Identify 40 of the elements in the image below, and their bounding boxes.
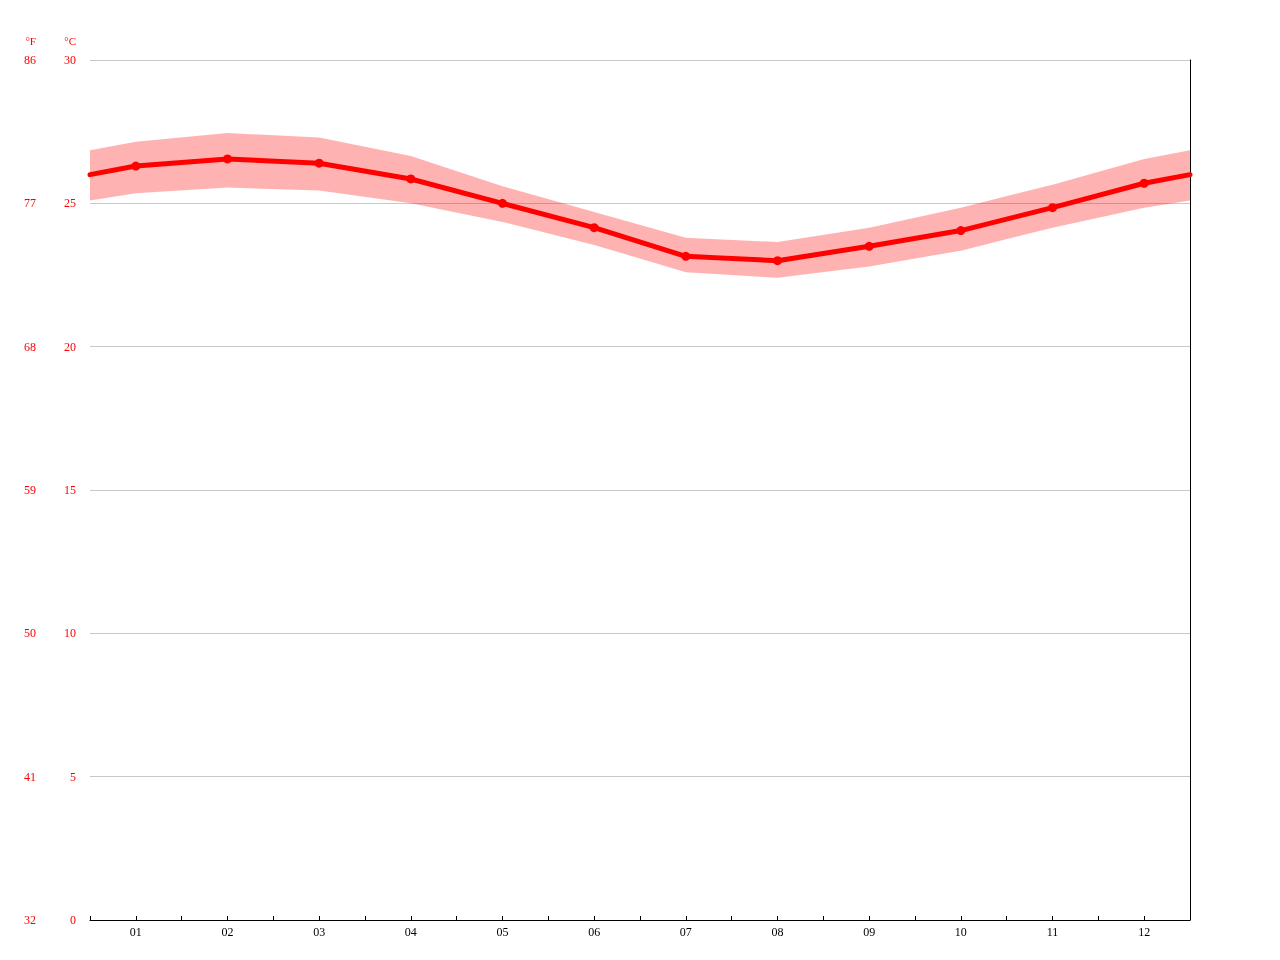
y2-tick-label: 77: [24, 196, 36, 211]
x-tick-label: 05: [496, 925, 509, 939]
y2-tick-label: 68: [24, 339, 36, 354]
x-tick-label: 09: [863, 925, 876, 939]
y2-tick-label: 50: [24, 626, 36, 641]
point: [589, 223, 599, 233]
point: [681, 251, 691, 261]
y-tick-label: 0: [70, 913, 76, 927]
point: [223, 154, 232, 164]
x-tick-label: 02: [221, 925, 234, 939]
point: [1139, 178, 1149, 188]
y-tick-label: 5: [70, 769, 76, 784]
y-tick-label: 25: [64, 196, 76, 211]
y2-axis-title: °F: [25, 34, 36, 47]
y-tick-label: 20: [64, 339, 76, 354]
y2-tick-label: 32: [24, 913, 36, 927]
y2-tick-label: 86: [24, 53, 36, 67]
point: [498, 198, 507, 208]
y2-tick-label: 59: [24, 483, 36, 497]
x-tick-label: 06: [588, 925, 601, 939]
y-tick-label: 15: [64, 483, 76, 497]
point: [131, 161, 141, 171]
x-tick-label: 08: [771, 925, 784, 939]
x-tick-label: 04: [404, 925, 417, 939]
x-tick-label: 03: [313, 925, 326, 939]
y-tick-label: 30: [64, 53, 76, 67]
x-tick-label: 01: [129, 925, 142, 939]
y2-tick-label: 41: [24, 769, 36, 784]
x-tick-label: 10: [954, 925, 967, 939]
point: [1048, 203, 1057, 213]
point: [956, 226, 966, 236]
x-tick-label: 07: [679, 925, 692, 939]
point: [314, 158, 324, 168]
point: [864, 241, 874, 251]
point: [773, 256, 782, 266]
x-tick-label: 12: [1138, 925, 1151, 939]
x-tick-label: 11: [1046, 925, 1059, 939]
y-tick-label: 10: [64, 626, 76, 641]
y-axis-title: °C: [64, 34, 76, 47]
point: [406, 174, 416, 184]
